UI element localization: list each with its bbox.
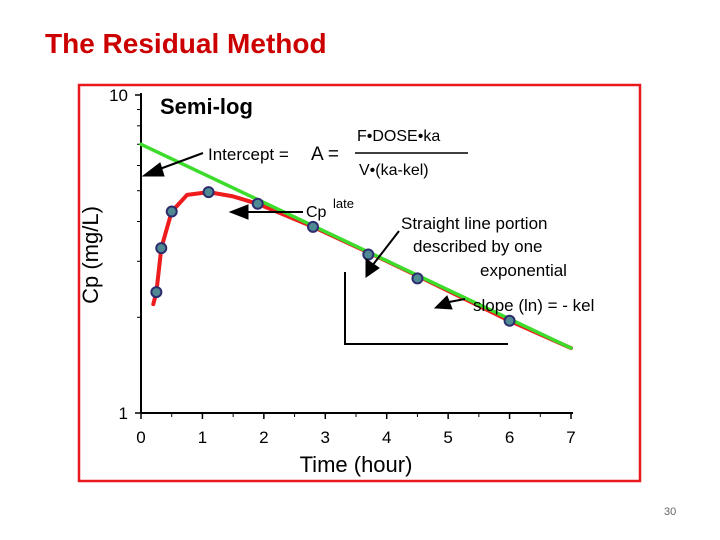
x-tick-label: 0 — [136, 428, 145, 447]
y-axis-label: Cp (mg/L) — [78, 206, 103, 304]
y-tick-label: 1 — [119, 404, 128, 423]
straight-line-arrow-line — [371, 230, 400, 267]
annotation-arrows — [141, 152, 466, 310]
intercept-arrowhead — [141, 162, 165, 177]
straight-line-arrowhead — [365, 258, 380, 278]
data-point — [307, 220, 319, 233]
y-tick-label: 10 — [109, 86, 128, 105]
slope-triangle — [344, 272, 508, 345]
marker-layer — [150, 186, 516, 327]
slope-label: slope (ln) = - kel — [473, 296, 594, 315]
data-point — [411, 272, 424, 285]
data-point — [362, 248, 375, 261]
slide-title: The Residual Method — [45, 28, 327, 59]
x-tick-label: 7 — [566, 428, 575, 447]
data-point — [202, 186, 215, 199]
intercept-symbol: A = — [311, 144, 339, 165]
series-line — [139, 142, 573, 350]
cp-text: Cp — [306, 204, 327, 221]
slope-arrowhead — [433, 295, 453, 310]
slope-arrow-line — [448, 298, 466, 303]
x-tick-label: 5 — [443, 428, 452, 447]
data-point — [165, 205, 178, 218]
data-point — [150, 286, 163, 299]
x-tick-label: 3 — [321, 428, 330, 447]
x-ticks: 0 1 2 3 4 5 6 7 — [136, 413, 576, 447]
x-tick-label: 1 — [198, 428, 207, 447]
data-point — [251, 197, 264, 210]
cp-late-label: Cp — [306, 204, 327, 221]
page-number: 30 — [664, 506, 677, 518]
data-point — [503, 314, 516, 327]
data-point — [155, 242, 168, 255]
cp-arrowhead — [228, 204, 249, 220]
x-tick-label: 4 — [382, 428, 391, 447]
x-tick-label: 6 — [505, 428, 514, 447]
straight-line-text-2: described by one — [413, 237, 542, 256]
cp-late-superscript: late — [333, 196, 354, 211]
intercept-denominator: V•(ka-kel) — [359, 162, 429, 179]
intercept-numerator: F•DOSE•ka — [357, 128, 440, 145]
intercept-label: Intercept = — [208, 145, 289, 164]
straight-line-text-3: exponential — [480, 261, 567, 280]
x-tick-label: 2 — [259, 428, 268, 447]
chart-frame-border — [77, 83, 642, 483]
intercept-arrow-line — [156, 152, 204, 171]
x-axis-label: Time (hour) — [300, 452, 413, 477]
y-ticks: 1 10 — [109, 86, 141, 423]
y-minor-ticks — [137, 109, 141, 318]
chart-title: Semi-log — [160, 94, 253, 119]
straight-line-text-1: Straight line portion — [401, 214, 547, 233]
